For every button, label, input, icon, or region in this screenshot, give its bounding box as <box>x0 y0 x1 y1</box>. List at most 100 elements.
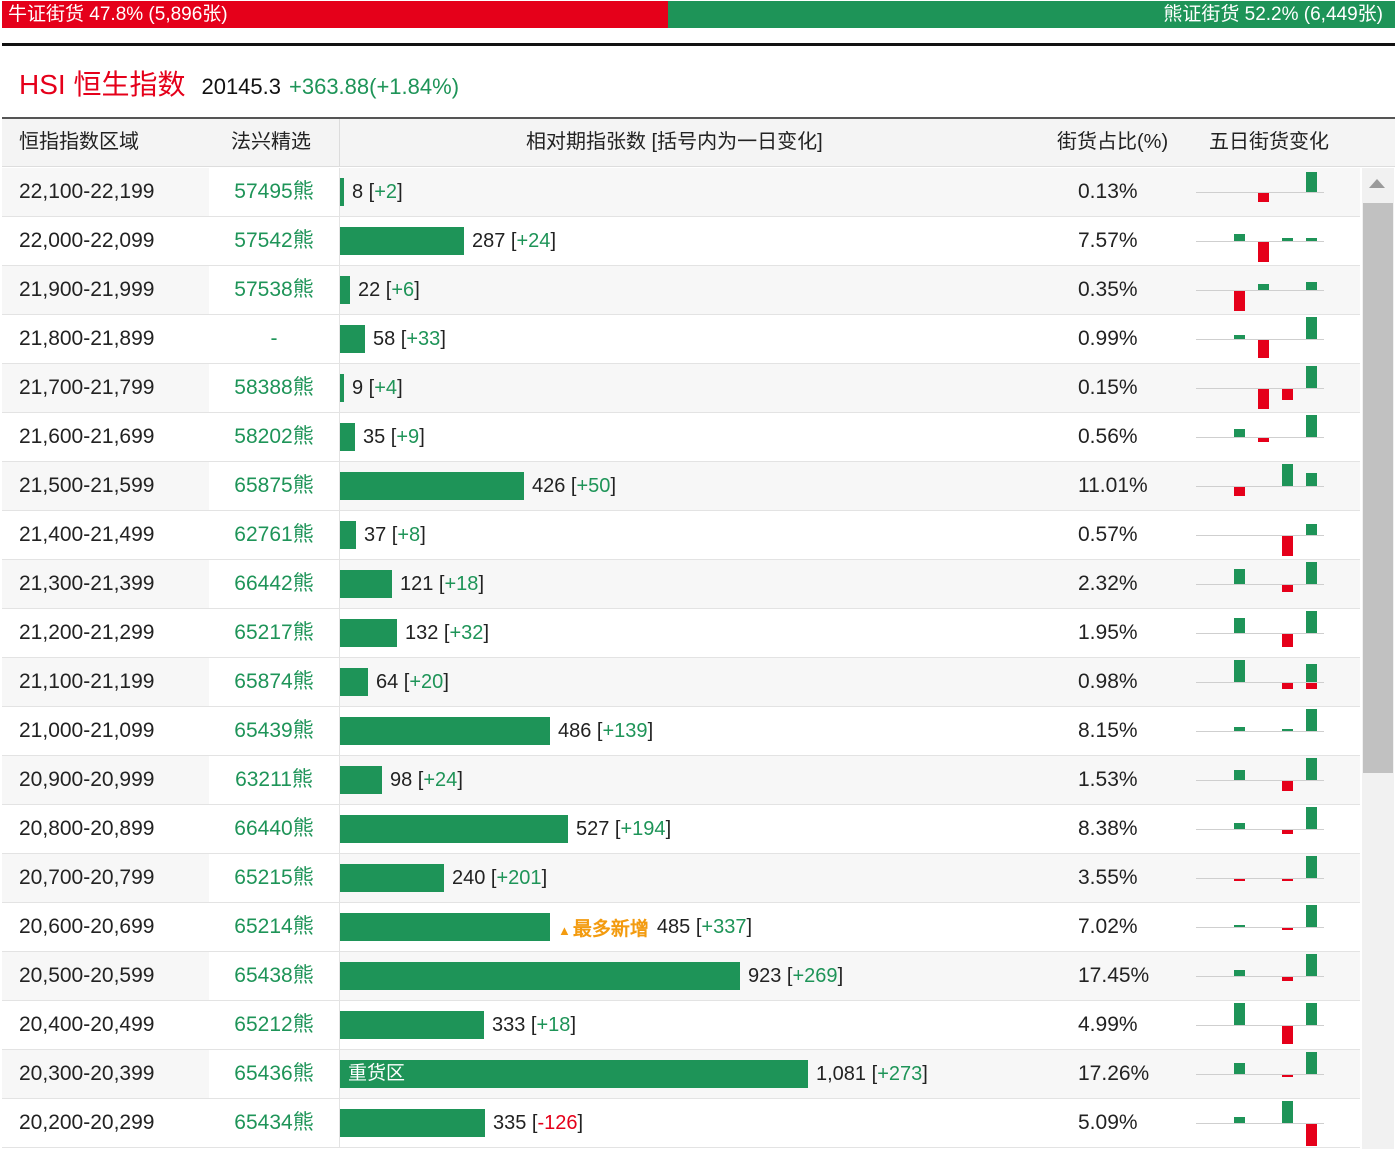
count-bar <box>340 227 464 255</box>
index-range: 20,500-20,599 <box>19 964 155 987</box>
count-value: 22 [+6] <box>358 278 420 301</box>
col-five-day-header: 五日街货变化 <box>1209 131 1329 153</box>
count-value: 58 [+33] <box>373 327 446 350</box>
five-day-sparkline <box>1196 266 1326 314</box>
warrant-code-link[interactable]: 65215熊 <box>209 854 339 902</box>
market-share: 11.01% <box>1078 474 1148 497</box>
count-value: 9 [+4] <box>352 376 403 399</box>
warrant-code-link[interactable]: 65214熊 <box>209 903 339 951</box>
count-value: 37 [+8] <box>364 523 426 546</box>
sparkline-bar <box>1282 977 1293 981</box>
table-row[interactable]: 20,600-20,699 65214熊 ▲ 最多新增 485 [+337] 7.02% <box>2 903 1360 952</box>
sparkline-bar <box>1306 758 1317 780</box>
warrant-code-link[interactable]: 65438熊 <box>209 952 339 1000</box>
header-divider <box>2 117 1395 119</box>
table-row[interactable]: 22,100-22,199 57495熊 8 [+2] 0.13% <box>2 168 1360 217</box>
scroll-up-arrow-icon[interactable] <box>1369 179 1385 188</box>
sparkline-bar <box>1234 618 1245 633</box>
sparkline-bar <box>1234 569 1245 584</box>
table-row[interactable]: 21,800-21,899 - 58 [+33] 0.99% <box>2 315 1360 364</box>
count-bar <box>340 668 368 696</box>
warrant-code-link[interactable]: 65436熊 <box>209 1050 339 1098</box>
sparkline-bar <box>1306 611 1317 633</box>
warrant-code-link[interactable]: 63211熊 <box>209 756 339 804</box>
sparkline-axis <box>1196 682 1324 683</box>
sparkline-axis <box>1196 927 1324 928</box>
column-divider <box>339 462 340 510</box>
warrant-code-link[interactable]: 65439熊 <box>209 707 339 755</box>
table-row[interactable]: 21,300-21,399 66442熊 121 [+18] 2.32% <box>2 560 1360 609</box>
sparkline-axis <box>1196 976 1324 977</box>
sparkline-axis <box>1196 584 1324 585</box>
daily-change: +6 <box>391 278 415 301</box>
table-row[interactable]: 21,700-21,799 58388熊 9 [+4] 0.15% <box>2 364 1360 413</box>
table-row[interactable]: 21,200-21,299 65217熊 132 [+32] 1.95% <box>2 609 1360 658</box>
table-row[interactable]: 20,400-20,499 65212熊 333 [+18] 4.99% <box>2 1001 1360 1050</box>
sparkline-axis <box>1196 829 1324 830</box>
warrant-code-link[interactable]: 66442熊 <box>209 560 339 608</box>
sparkline-bar <box>1282 585 1293 592</box>
table-row[interactable]: 21,900-21,999 57538熊 22 [+6] 0.35% <box>2 266 1360 315</box>
sparkline-bar <box>1258 242 1269 262</box>
five-day-sparkline <box>1196 1001 1326 1049</box>
index-name[interactable]: HSI 恒生指数 <box>19 69 186 100</box>
table-row[interactable]: 20,300-20,399 65436熊 重货区 1,081 [+273] 17.26% <box>2 1050 1360 1099</box>
table-row[interactable]: 20,200-20,299 65434熊 335 [-126] 5.09% <box>2 1099 1360 1148</box>
count-cell: 重货区 1,081 [+273] <box>340 1050 928 1098</box>
warrant-code-link[interactable]: 58202熊 <box>209 413 339 461</box>
warrant-code-link[interactable]: 62761熊 <box>209 511 339 559</box>
five-day-sparkline <box>1196 903 1326 951</box>
table-row[interactable]: 22,000-22,099 57542熊 287 [+24] 7.57% <box>2 217 1360 266</box>
warrant-code-link[interactable]: 57542熊 <box>209 217 339 265</box>
warrant-code-link[interactable]: - <box>209 315 339 363</box>
table-row[interactable]: 20,800-20,899 66440熊 527 [+194] 8.38% <box>2 805 1360 854</box>
warrant-code-link[interactable]: 66440熊 <box>209 805 339 853</box>
daily-change: -126 <box>537 1111 578 1134</box>
count-cell: 240 [+201] <box>340 854 547 902</box>
warrant-code-link[interactable]: 57495熊 <box>209 168 339 216</box>
warrant-code-link[interactable]: 58388熊 <box>209 364 339 412</box>
count-cell: 121 [+18] <box>340 560 484 608</box>
warrant-code-link[interactable]: 65875熊 <box>209 462 339 510</box>
warrant-code-link[interactable]: 65874熊 <box>209 658 339 706</box>
scrollbar-thumb[interactable] <box>1363 203 1393 773</box>
daily-change: +8 <box>397 523 421 546</box>
table-row[interactable]: 21,600-21,699 58202熊 35 [+9] 0.56% <box>2 413 1360 462</box>
table-row[interactable]: 20,500-20,599 65438熊 923 [+269] 17.45% <box>2 952 1360 1001</box>
daily-change: +269 <box>792 964 838 987</box>
warrant-code-link[interactable]: 57538熊 <box>209 266 339 314</box>
sparkline-bar <box>1306 282 1317 290</box>
market-share: 4.99% <box>1078 1013 1138 1036</box>
count-bar <box>340 276 350 304</box>
sparkline-bar <box>1306 856 1317 878</box>
table-row[interactable]: 20,900-20,999 63211熊 98 [+24] 1.53% <box>2 756 1360 805</box>
index-range: 20,200-20,299 <box>19 1111 155 1134</box>
sparkline-bar <box>1306 524 1317 535</box>
table-row[interactable]: 20,700-20,799 65215熊 240 [+201] 3.55% <box>2 854 1360 903</box>
sparkline-bar <box>1282 464 1293 486</box>
index-range: 21,600-21,699 <box>19 425 155 448</box>
market-share: 0.99% <box>1078 327 1138 350</box>
column-divider <box>339 1001 340 1049</box>
table-row[interactable]: 21,100-21,199 65874熊 64 [+20] 0.98% <box>2 658 1360 707</box>
market-share: 0.15% <box>1078 376 1138 399</box>
sparkline-bar <box>1306 954 1317 976</box>
warrant-code-link[interactable]: 65217熊 <box>209 609 339 657</box>
column-divider <box>339 217 340 265</box>
sparkline-bar <box>1306 1003 1317 1025</box>
sparkline-bar <box>1306 317 1317 339</box>
table-row[interactable]: 21,500-21,599 65875熊 426 [+50] 11.01% <box>2 462 1360 511</box>
warrant-code-link[interactable]: 65434熊 <box>209 1099 339 1147</box>
five-day-sparkline <box>1196 854 1326 902</box>
index-price: 20145.3 <box>201 74 281 99</box>
count-cell: 923 [+269] <box>340 952 843 1000</box>
warrant-table-body[interactable]: 22,100-22,199 57495熊 8 [+2] 0.13% 22,000-22,… <box>2 168 1395 1149</box>
index-range: 22,000-22,099 <box>19 229 155 252</box>
index-range: 21,700-21,799 <box>19 376 155 399</box>
table-row[interactable]: 21,400-21,499 62761熊 37 [+8] 0.57% <box>2 511 1360 560</box>
table-row[interactable]: 21,000-21,099 65439熊 486 [+139] 8.15% <box>2 707 1360 756</box>
heavy-zone-tag: 重货区 <box>348 1063 406 1084</box>
warrant-code-link[interactable]: 65212熊 <box>209 1001 339 1049</box>
daily-change: +18 <box>444 572 479 595</box>
daily-change: +139 <box>602 719 648 742</box>
